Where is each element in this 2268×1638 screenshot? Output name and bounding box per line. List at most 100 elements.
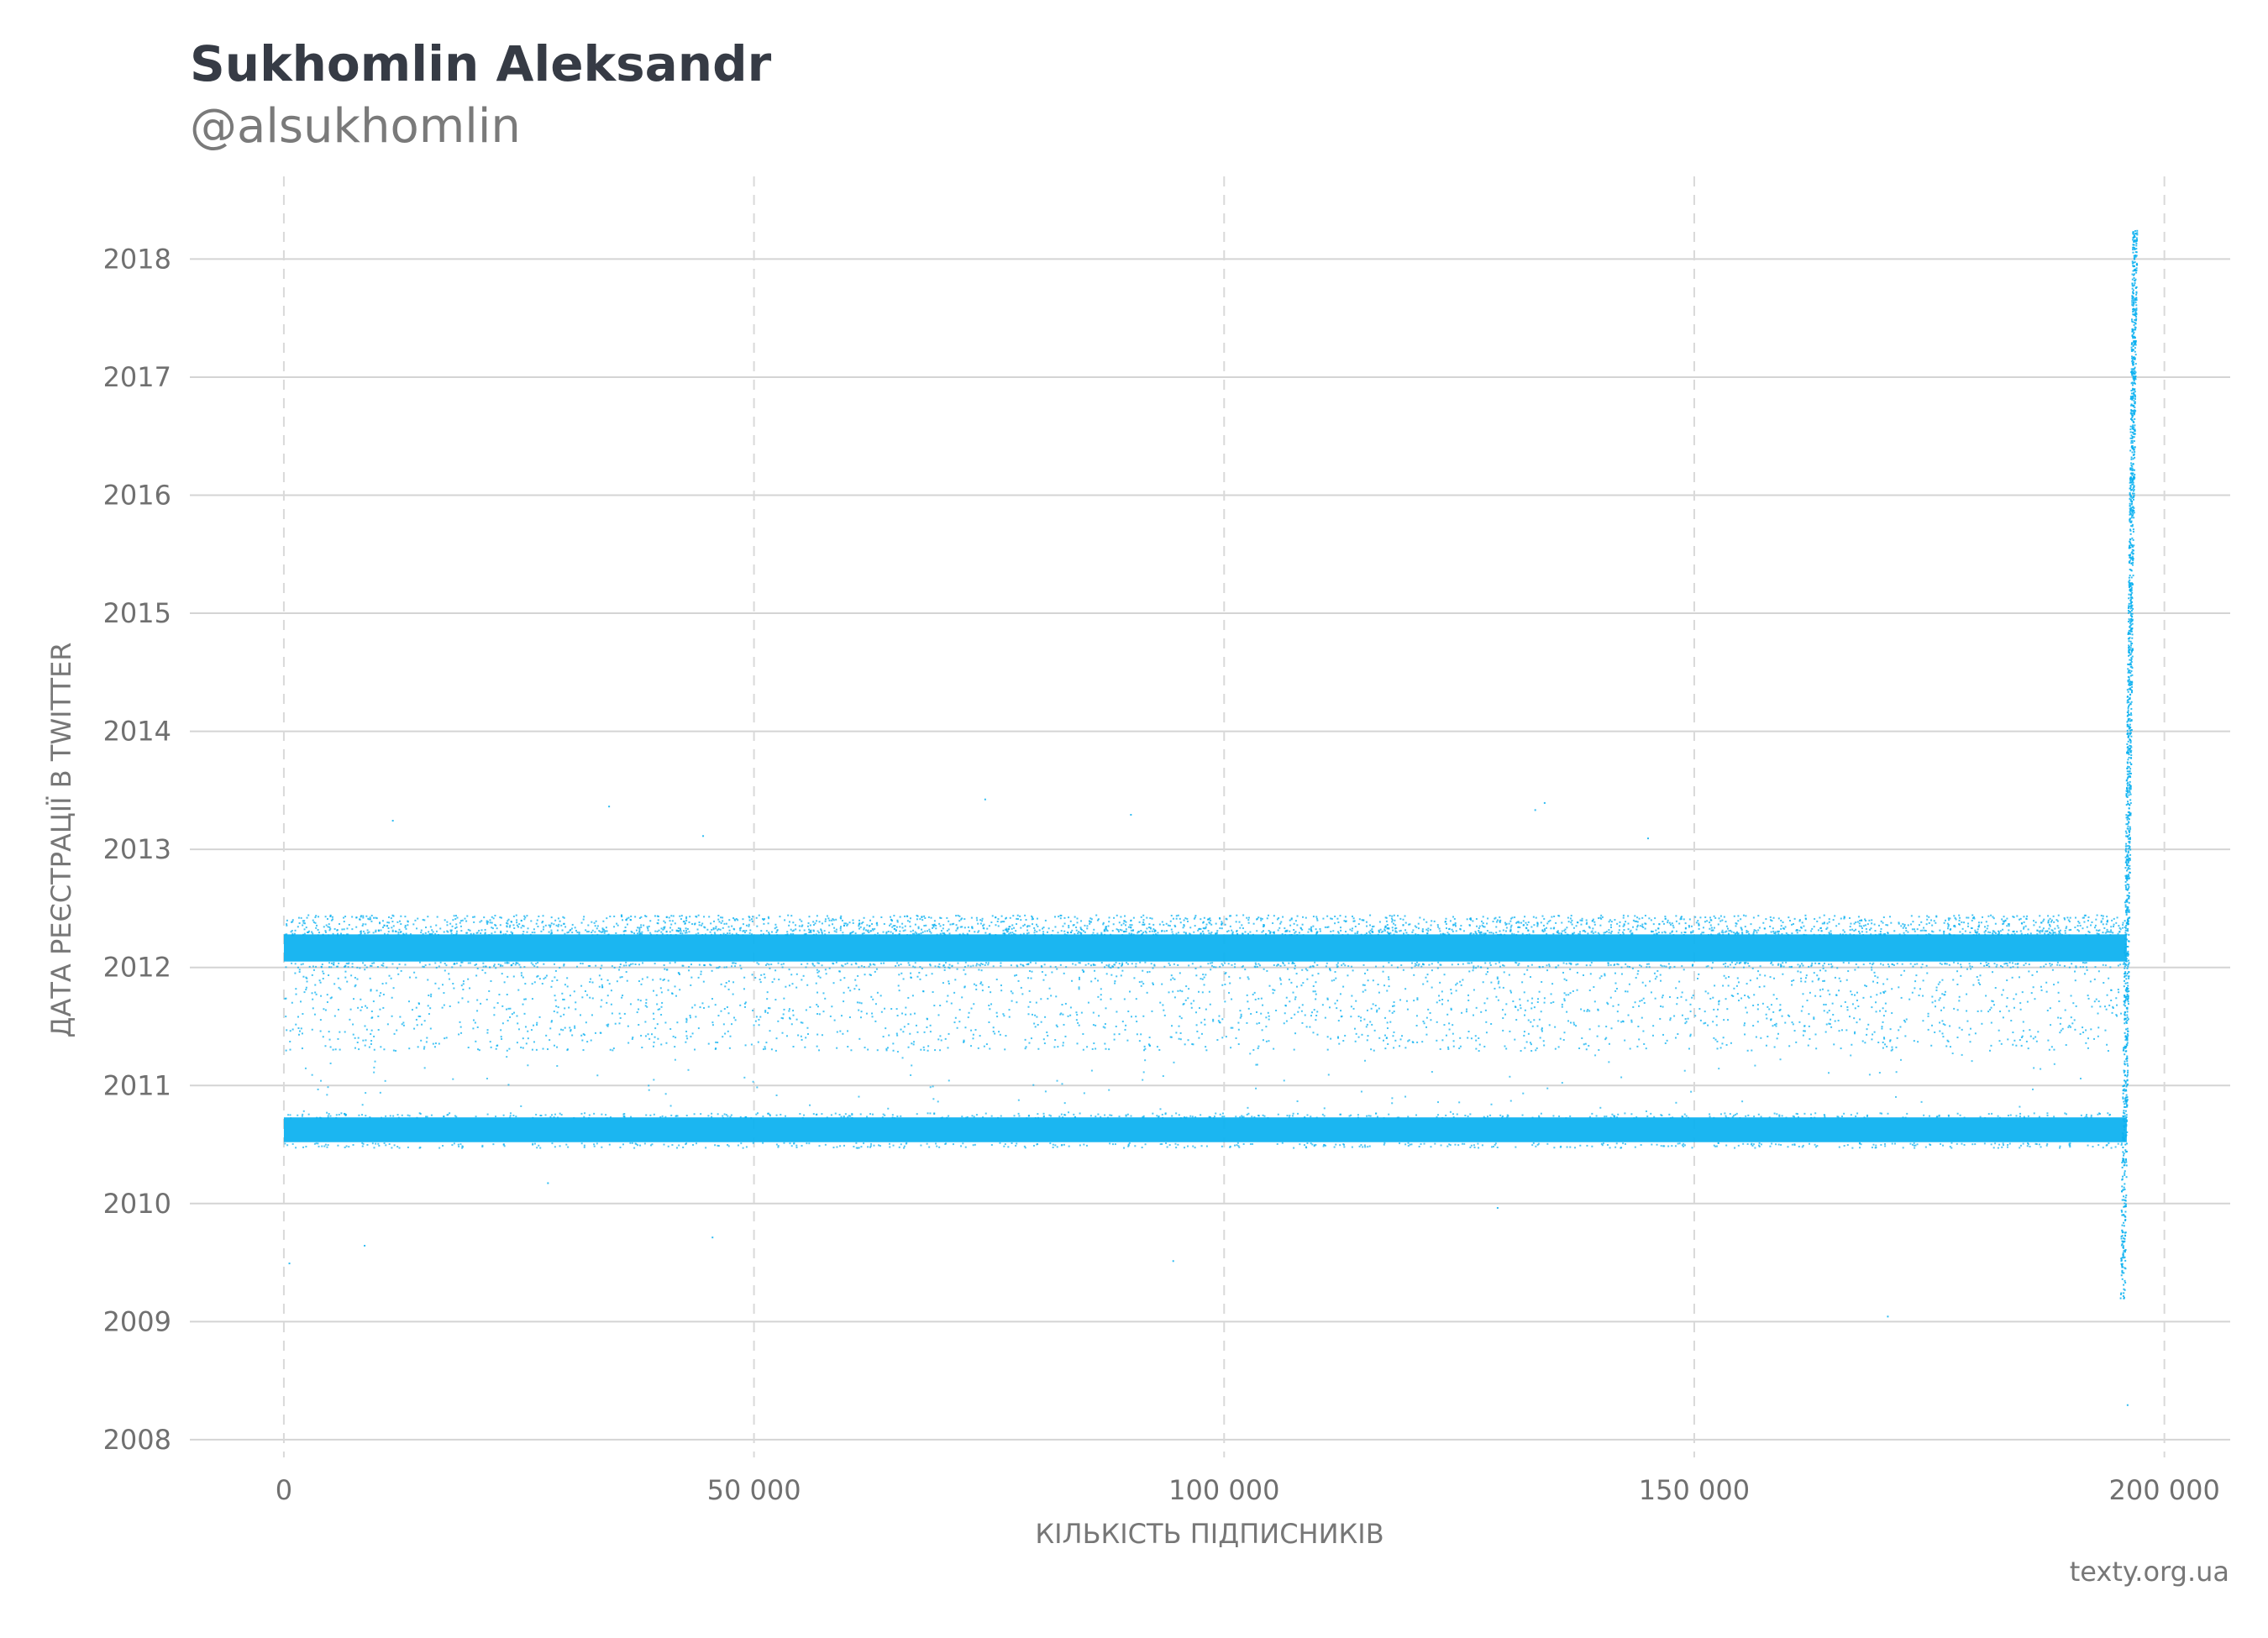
- data-point: [404, 963, 407, 966]
- data-point: [1427, 930, 1430, 932]
- data-point: [1704, 1021, 1707, 1024]
- data-point: [1277, 929, 1279, 932]
- data-point: [2029, 1029, 2031, 1032]
- data-point: [2015, 1044, 2018, 1047]
- data-point: [1776, 1113, 1778, 1116]
- data-point: [1781, 1015, 1783, 1017]
- data-point: [1748, 964, 1751, 967]
- data-point: [364, 1044, 366, 1047]
- data-point: [2019, 1116, 2021, 1118]
- data-point: [1972, 916, 1975, 918]
- data-point: [1125, 928, 1127, 931]
- data-point: [826, 1116, 828, 1119]
- data-point: [1765, 918, 1767, 921]
- data-point: [1475, 932, 1478, 935]
- data-point: [291, 921, 294, 923]
- data-point: [1669, 966, 1672, 969]
- data-point: [1619, 925, 1621, 927]
- data-point: [835, 931, 837, 933]
- data-point: [1515, 1019, 1518, 1021]
- data-point: [1018, 1115, 1021, 1117]
- data-point: [1743, 962, 1746, 964]
- data-point: [1173, 924, 1176, 927]
- data-point: [906, 1142, 908, 1144]
- data-point: [1481, 924, 1483, 927]
- data-point: [1520, 1007, 1522, 1010]
- data-point: [871, 922, 874, 925]
- data-point: [801, 1116, 804, 1119]
- data-point: [357, 1037, 360, 1039]
- data-point: [930, 916, 932, 919]
- data-point: [1625, 990, 1627, 993]
- data-point: [515, 962, 517, 964]
- data-point: [622, 964, 625, 967]
- data-point: [1028, 925, 1031, 927]
- data-point: [1449, 1144, 1452, 1147]
- data-point: [1525, 921, 1527, 924]
- data-point: [777, 1020, 780, 1022]
- data-point: [532, 963, 534, 966]
- data-point: [1024, 1038, 1026, 1041]
- data-point: [1627, 915, 1630, 917]
- data-point: [1385, 916, 1388, 919]
- data-point: [582, 1033, 585, 1036]
- data-point: [583, 916, 585, 918]
- data-point: [450, 929, 453, 932]
- data-point: [1630, 929, 1632, 932]
- data-point: [1747, 995, 1750, 998]
- data-point: [1384, 1047, 1387, 1050]
- data-point: [606, 1025, 609, 1027]
- data-point: [550, 916, 553, 919]
- data-point: [1079, 962, 1081, 964]
- data-point: [1552, 1001, 1555, 1004]
- data-point: [607, 1023, 610, 1026]
- data-point: [923, 915, 926, 917]
- data-point: [1461, 1142, 1463, 1145]
- data-point: [1054, 1144, 1057, 1147]
- data-point: [586, 994, 589, 996]
- data-point: [1879, 1112, 1882, 1115]
- data-point: [352, 1033, 354, 1036]
- data-point: [2106, 931, 2108, 933]
- data-point: [550, 929, 553, 932]
- data-point: [854, 979, 857, 981]
- data-point: [1748, 996, 1751, 999]
- data-point: [1803, 1112, 1806, 1115]
- data-point: [1462, 979, 1464, 981]
- data-point: [1524, 1014, 1526, 1016]
- data-point: [476, 967, 479, 969]
- data-point: [827, 932, 830, 934]
- data-point: [1301, 1021, 1304, 1024]
- data-point: [1036, 917, 1038, 920]
- data-point: [2061, 933, 2063, 936]
- data-point: [536, 919, 538, 921]
- data-point: [797, 1034, 800, 1037]
- data-point: [1947, 1040, 1950, 1042]
- data-point: [724, 985, 727, 988]
- data-point: [1339, 993, 1341, 995]
- data-point: [346, 927, 349, 930]
- data-point: [763, 973, 765, 975]
- data-point: [319, 1019, 322, 1021]
- data-point: [1532, 931, 1535, 933]
- data-point: [1692, 995, 1694, 997]
- data-point: [1538, 1116, 1541, 1119]
- data-point: [1242, 1116, 1245, 1118]
- data-point: [1086, 1046, 1089, 1048]
- data-point: [2082, 1026, 2084, 1029]
- data-point: [312, 919, 314, 921]
- data-point: [1108, 966, 1110, 969]
- data-point: [1290, 918, 1293, 921]
- data-point: [2049, 931, 2051, 933]
- data-point: [1033, 1022, 1036, 1025]
- data-point: [1797, 970, 1799, 973]
- data-point: [1864, 984, 1866, 987]
- data-point: [1478, 1043, 1481, 1046]
- data-point: [1661, 1115, 1663, 1117]
- data-point: [1257, 1045, 1260, 1047]
- data-point: [391, 914, 394, 916]
- data-point: [2097, 930, 2100, 932]
- data-point: [1698, 924, 1700, 927]
- data-point: [725, 1114, 727, 1116]
- data-point: [1970, 968, 1972, 970]
